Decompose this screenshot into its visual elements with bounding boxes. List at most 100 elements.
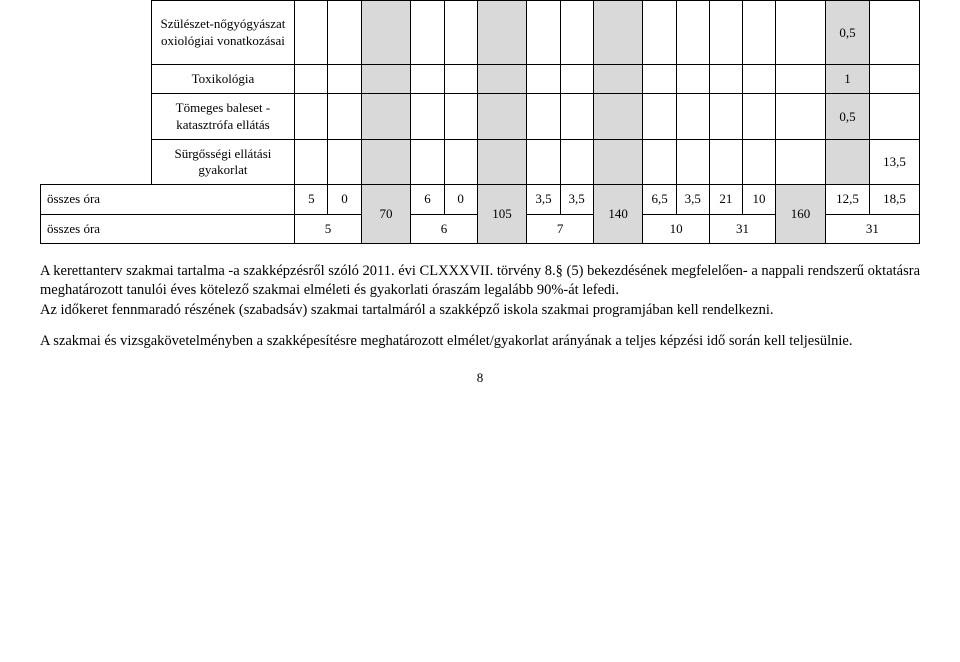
cell	[361, 94, 411, 140]
sum-cell: 6	[411, 214, 477, 243]
cell	[444, 139, 477, 185]
cell	[742, 65, 775, 94]
sum-cell: 6,5	[643, 185, 676, 214]
merged-total-cell: 160	[776, 185, 826, 244]
cell	[709, 65, 742, 94]
cell	[776, 94, 826, 140]
cell	[676, 1, 709, 65]
sum-cell: 12,5	[825, 185, 869, 214]
cell	[411, 65, 444, 94]
sum-cell: 10	[643, 214, 709, 243]
cell	[295, 94, 328, 140]
cell	[477, 65, 527, 94]
page: Szülészet-nőgyógyászat oxiológiai vonatk…	[0, 0, 960, 406]
cell	[328, 1, 361, 65]
cell	[477, 94, 527, 140]
cell	[742, 139, 775, 185]
cell: 13,5	[870, 139, 920, 185]
cell	[593, 65, 643, 94]
cell	[444, 94, 477, 140]
sum-cell: 31	[825, 214, 919, 243]
cell	[593, 139, 643, 185]
sum-row-label: összes óra	[41, 214, 295, 243]
sum-cell: 7	[527, 214, 593, 243]
cell	[709, 139, 742, 185]
body-text: A kerettanterv szakmai tartalma -a szakk…	[40, 262, 920, 352]
cell	[444, 65, 477, 94]
sum-cell: 3,5	[560, 185, 593, 214]
row-label: Szülészet-nőgyógyászat oxiológiai vonatk…	[151, 1, 295, 65]
sum-cell: 3,5	[527, 185, 560, 214]
row-spacer	[41, 94, 152, 140]
sum-row-label: összes óra	[41, 185, 295, 214]
cell	[361, 139, 411, 185]
sum-cell: 0	[444, 185, 477, 214]
cell	[477, 1, 527, 65]
cell	[776, 139, 826, 185]
cell	[742, 1, 775, 65]
cell	[328, 94, 361, 140]
sum-cell: 0	[328, 185, 361, 214]
cell	[643, 94, 676, 140]
cell	[643, 139, 676, 185]
cell	[593, 94, 643, 140]
merged-total-cell: 70	[361, 185, 411, 244]
cell	[643, 65, 676, 94]
cell	[527, 94, 560, 140]
sum-cell: 31	[709, 214, 775, 243]
cell	[411, 139, 444, 185]
page-number: 8	[40, 370, 920, 386]
sum-cell: 5	[295, 214, 361, 243]
cell	[709, 1, 742, 65]
paragraph-1: A kerettanterv szakmai tartalma -a szakk…	[40, 262, 920, 321]
cell	[527, 65, 560, 94]
sum-cell: 21	[709, 185, 742, 214]
cell	[361, 65, 411, 94]
merged-total-cell: 140	[593, 185, 643, 244]
cell	[527, 1, 560, 65]
sum-cell: 18,5	[870, 185, 920, 214]
paragraph-2: A szakmai és vizsgakövetelményben a szak…	[40, 332, 920, 352]
cell	[560, 1, 593, 65]
sum-cell: 10	[742, 185, 775, 214]
cell	[643, 1, 676, 65]
cell	[676, 65, 709, 94]
cell	[870, 1, 920, 65]
cell	[411, 1, 444, 65]
cell	[560, 94, 593, 140]
row-spacer	[41, 65, 152, 94]
merged-total-cell: 105	[477, 185, 527, 244]
cell	[328, 139, 361, 185]
cell: 1	[825, 65, 869, 94]
cell	[328, 65, 361, 94]
cell	[295, 139, 328, 185]
cell: 0,5	[825, 1, 869, 65]
para1-sentence2: Az időkeret fennmaradó részének (szabads…	[40, 302, 774, 318]
cell	[444, 1, 477, 65]
row-label: Tömeges baleset - katasztrófa ellátás	[151, 94, 295, 140]
sum-cell: 6	[411, 185, 444, 214]
cell	[825, 139, 869, 185]
cell	[676, 94, 709, 140]
cell	[593, 1, 643, 65]
cell	[411, 94, 444, 140]
row-spacer	[41, 1, 152, 65]
cell	[709, 94, 742, 140]
cell	[776, 65, 826, 94]
cell	[560, 65, 593, 94]
cell	[295, 1, 328, 65]
cell	[742, 94, 775, 140]
cell	[527, 139, 560, 185]
sum-cell: 3,5	[676, 185, 709, 214]
cell	[361, 1, 411, 65]
curriculum-table: Szülészet-nőgyógyászat oxiológiai vonatk…	[40, 0, 920, 244]
cell	[560, 139, 593, 185]
cell	[676, 139, 709, 185]
cell	[477, 139, 527, 185]
para1-sentence1: A kerettanterv szakmai tartalma -a szakk…	[40, 263, 920, 299]
cell	[870, 94, 920, 140]
row-spacer	[41, 139, 152, 185]
cell	[870, 65, 920, 94]
row-label: Sürgősségi ellátási gyakorlat	[151, 139, 295, 185]
cell	[295, 65, 328, 94]
